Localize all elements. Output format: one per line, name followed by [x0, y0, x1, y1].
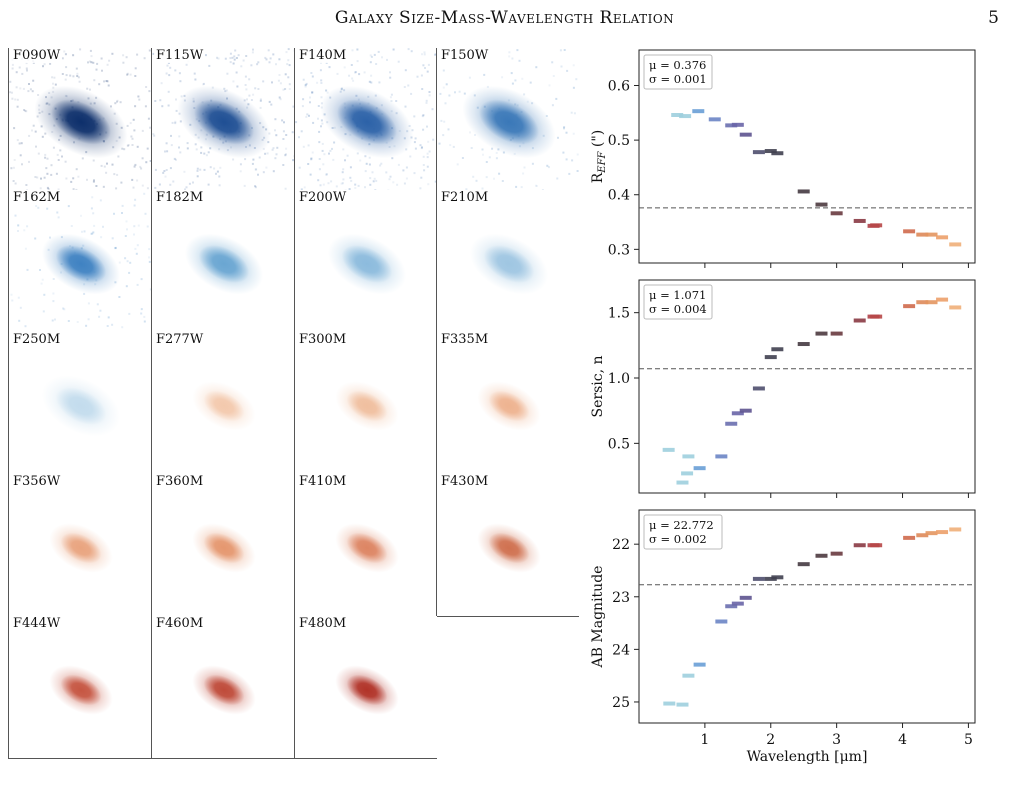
- sigma-annotation: σ = 0.004: [649, 302, 707, 316]
- x-axis-label: Wavelength [μm]: [747, 749, 868, 765]
- filter-label: F460M: [154, 616, 206, 631]
- filter-label: F430M: [439, 474, 491, 489]
- filter-image-mosaic: F090W F115W F140M F150W F162M F182M F200W F210M…: [8, 48, 579, 759]
- filter-label: F250M: [11, 332, 63, 347]
- filter-label: F162M: [11, 190, 63, 205]
- y-tick-label: 24: [612, 642, 630, 658]
- galaxy-cutout-image: [438, 48, 579, 190]
- filter-label: F150W: [439, 48, 491, 63]
- galaxy-cutout-image: [295, 48, 437, 190]
- x-tick-label: 5: [964, 732, 973, 748]
- galaxy-cutout-image: [49, 523, 113, 573]
- mean-annotation: μ = 1.071: [649, 288, 706, 302]
- galaxy-cutout-image: [41, 375, 121, 437]
- filter-label: F277W: [154, 332, 206, 347]
- galaxy-cutout-image: [192, 381, 256, 431]
- galaxy-cutout-image: [335, 523, 399, 573]
- filter-label: F335M: [439, 332, 491, 347]
- x-tick-label: 1: [700, 732, 709, 748]
- running-header-title: Galaxy Size-Mass-Wavelength Relation: [334, 8, 675, 28]
- filter-tile-f335m: F335M: [436, 332, 579, 475]
- filter-tile-f300m: F300M: [294, 332, 437, 475]
- sersic-panel-frame: [638, 279, 976, 494]
- filter-label: F140M: [297, 48, 349, 63]
- filter-tile-f356w: F356W: [8, 474, 151, 617]
- galaxy-cutout-image: [192, 523, 256, 573]
- stats-legend-box: [643, 284, 713, 320]
- filter-tile-f140m: F140M: [294, 48, 437, 191]
- x-tick-label: 2: [766, 732, 775, 748]
- galaxy-cutout-image: [192, 665, 256, 715]
- y-tick-label: 0.4: [608, 188, 630, 204]
- y-axis-label: AB Magnitude: [590, 566, 606, 669]
- filter-label: F360M: [154, 474, 206, 489]
- galaxy-cutout-image: [9, 48, 151, 190]
- filter-tile-f460m: F460M: [151, 616, 294, 759]
- x-tick-label: 4: [898, 732, 907, 748]
- galaxy-cutout-image: [49, 665, 113, 715]
- y-tick-label: 0.5: [608, 436, 630, 452]
- galaxy-cutout-image: [335, 381, 399, 431]
- y-tick-label: 22: [612, 537, 630, 553]
- filter-tile-f115w: F115W: [151, 48, 294, 191]
- mean-annotation: μ = 22.772: [649, 518, 714, 532]
- y-tick-label: 23: [612, 590, 630, 606]
- filter-tile-f162m: F162M: [8, 190, 151, 333]
- filter-tile-f480m: F480M: [294, 616, 437, 759]
- filter-label: F090W: [11, 48, 63, 63]
- page-number: 5: [988, 8, 999, 28]
- galaxy-cutout-image: [10, 192, 151, 329]
- filter-tile-f200w: F200W: [294, 190, 437, 333]
- filter-label: F356W: [11, 474, 63, 489]
- filter-label: F444W: [11, 616, 63, 631]
- y-axis-label: Sersic, n: [590, 356, 606, 418]
- y-tick-label: 0.3: [608, 242, 630, 258]
- galaxy-cutout-image: [477, 523, 541, 573]
- sigma-annotation: σ = 0.002: [649, 532, 707, 546]
- filter-tile-f444w: F444W: [8, 616, 151, 759]
- mean-annotation: μ = 0.376: [649, 58, 706, 72]
- y-tick-label: 0.5: [608, 133, 630, 149]
- galaxy-cutout-image: [327, 233, 407, 295]
- filter-tile-f150w: F150W: [436, 48, 579, 191]
- filter-label: F200W: [297, 190, 349, 205]
- reff-panel-frame: [638, 49, 976, 264]
- filter-label: F182M: [154, 190, 206, 205]
- abmag-panel-frame: [638, 509, 976, 724]
- filter-label: F210M: [439, 190, 491, 205]
- galaxy-cutout-image: [152, 48, 294, 190]
- galaxy-cutout-image: [184, 233, 264, 295]
- filter-label: F300M: [297, 332, 349, 347]
- filter-tile-f182m: F182M: [151, 190, 294, 333]
- filter-tile-f090w: F090W: [8, 48, 151, 191]
- y-axis-label: REFF ("): [590, 130, 608, 184]
- filter-tile-f360m: F360M: [151, 474, 294, 617]
- y-tick-label: 1.5: [608, 306, 630, 322]
- filter-tile-f410m: F410M: [294, 474, 437, 617]
- filter-tile-f210m: F210M: [436, 190, 579, 333]
- sigma-annotation: σ = 0.001: [649, 72, 707, 86]
- x-tick-label: 3: [832, 732, 841, 748]
- stats-legend-box: [643, 54, 713, 90]
- filter-tile-f277w: F277W: [151, 332, 294, 475]
- filter-tile-f430m: F430M: [436, 474, 579, 617]
- y-tick-label: 25: [612, 695, 630, 711]
- galaxy-cutout-image: [335, 665, 399, 715]
- galaxy-cutout-image: [477, 381, 541, 431]
- stats-legend-box: [643, 514, 723, 550]
- filter-tile-f250m: F250M: [8, 332, 151, 475]
- y-tick-label: 0.6: [608, 79, 630, 95]
- filter-label: F410M: [297, 474, 349, 489]
- parameter-plots: 0.3 0.4 0.5 0.6 μ = 0.376 σ = 0.001 REFF (") 0.…: [580, 40, 1000, 785]
- filter-label: F115W: [154, 48, 206, 63]
- filter-label: F480M: [297, 616, 349, 631]
- y-tick-label: 1.0: [608, 371, 630, 387]
- galaxy-cutout-image: [469, 233, 549, 295]
